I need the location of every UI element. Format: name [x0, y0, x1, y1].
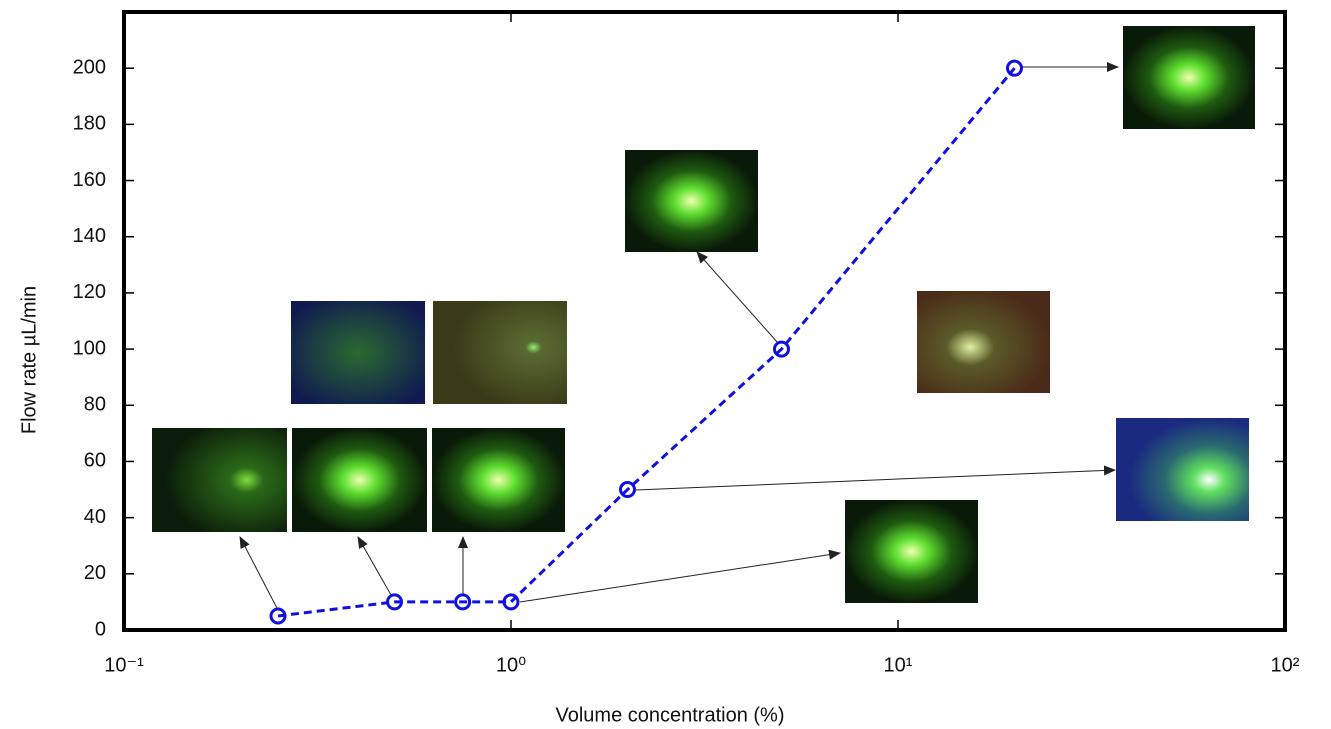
thumbnail — [432, 428, 565, 532]
thumbnail — [1116, 418, 1249, 521]
data-point — [386, 593, 404, 611]
data-point — [454, 593, 472, 611]
data-point — [269, 607, 287, 625]
data-point — [502, 593, 520, 611]
arrow — [239, 536, 279, 611]
arrow — [635, 465, 1116, 491]
x-tick-label: 10¹ — [884, 654, 913, 676]
y-tick-label: 200 — [73, 56, 106, 78]
arrows — [239, 62, 1119, 611]
y-axis-label: Flow rate µL/min — [18, 286, 40, 434]
thumbnails — [152, 26, 1255, 603]
y-tick-label: 180 — [73, 113, 106, 135]
y-tick-label: 140 — [73, 225, 106, 247]
thumbnail — [152, 428, 287, 532]
data-point — [773, 340, 791, 358]
x-tick-label: 10² — [1271, 654, 1300, 676]
thumbnail — [917, 291, 1050, 393]
y-tick-label: 100 — [73, 337, 106, 359]
thumbnail — [292, 428, 427, 532]
y-tick-label: 0 — [95, 618, 106, 640]
y-tick-label: 120 — [73, 281, 106, 303]
x-axis-label: Volume concentration (%) — [555, 704, 784, 726]
y-tick-label: 40 — [84, 506, 106, 528]
x-tick-label: 10⁰ — [496, 654, 526, 676]
thumbnail — [291, 301, 425, 404]
thumbnail — [1123, 26, 1255, 129]
plot-frame — [122, 10, 1287, 632]
thumbnail — [845, 500, 978, 603]
y-tick-label: 20 — [84, 562, 106, 584]
x-tick-label: 10⁻¹ — [104, 654, 144, 676]
arrow — [519, 549, 841, 603]
thumbnail — [433, 301, 567, 404]
y-tick-label: 60 — [84, 450, 106, 472]
thumbnail — [625, 150, 758, 252]
data-point — [1005, 59, 1023, 77]
y-tick-label: 80 — [84, 394, 106, 416]
data-point — [618, 481, 636, 499]
y-tick-label: 160 — [73, 169, 106, 191]
arrow — [696, 251, 779, 344]
data-line — [277, 67, 1016, 618]
arrow — [357, 536, 392, 596]
